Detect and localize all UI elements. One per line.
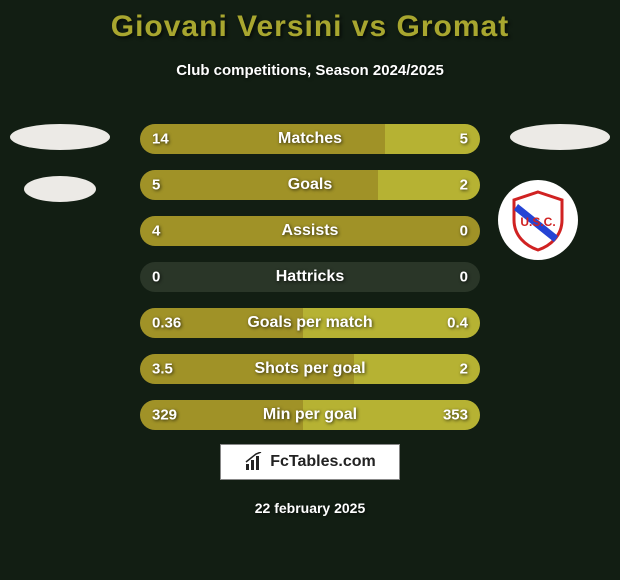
stat-label: Goals per match xyxy=(140,314,480,332)
comparison-bars: 145Matches 52Goals 40Assists 00Hattricks 0.3… xyxy=(140,124,480,446)
stat-label: Assists xyxy=(140,222,480,240)
page-title: Giovani Versini vs Gromat xyxy=(0,0,620,44)
fctables-icon xyxy=(244,452,264,472)
stat-row: 40Assists xyxy=(140,216,480,246)
stat-row: 145Matches xyxy=(140,124,480,154)
stat-label: Goals xyxy=(140,176,480,194)
stat-row: 3.52Shots per goal xyxy=(140,354,480,384)
fctables-watermark: FcTables.com xyxy=(220,444,400,480)
date-label: 22 february 2025 xyxy=(0,500,620,516)
player-right-photo-placeholder xyxy=(510,124,610,150)
page-subtitle: Club competitions, Season 2024/2025 xyxy=(0,62,620,79)
club-shield-icon: U.S.C. xyxy=(506,188,570,252)
svg-text:U.S.C.: U.S.C. xyxy=(520,215,555,229)
stat-row: 329353Min per goal xyxy=(140,400,480,430)
stat-label: Hattricks xyxy=(140,268,480,286)
stat-row: 00Hattricks xyxy=(140,262,480,292)
stat-label: Shots per goal xyxy=(140,360,480,378)
player-left-photo-placeholder-2 xyxy=(24,176,96,202)
stat-row: 0.360.4Goals per match xyxy=(140,308,480,338)
fctables-label: FcTables.com xyxy=(270,453,376,471)
club-badge: U.S.C. xyxy=(498,180,578,260)
stat-row: 52Goals xyxy=(140,170,480,200)
stat-label: Matches xyxy=(140,130,480,148)
stat-label: Min per goal xyxy=(140,406,480,424)
player-left-photo-placeholder-1 xyxy=(10,124,110,150)
